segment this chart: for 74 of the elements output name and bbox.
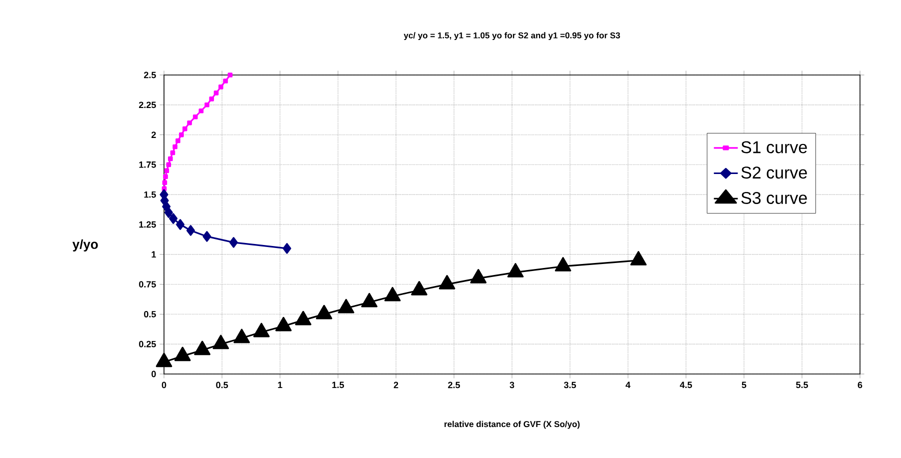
chart-title: yc/ yo = 1.5, y1 = 1.05 yo for S2 and y1 =0.95 yo for S3 — [404, 32, 620, 40]
point — [163, 174, 168, 180]
y-tick-label: 2 — [152, 132, 156, 138]
point — [228, 72, 233, 78]
point — [162, 180, 168, 186]
x-tick-label: 4 — [626, 382, 630, 388]
point — [218, 84, 224, 90]
point — [438, 275, 456, 290]
x-tick-label: 1 — [278, 382, 282, 388]
point — [192, 114, 198, 120]
point — [282, 243, 292, 254]
point — [507, 263, 524, 278]
point — [176, 219, 184, 230]
point — [176, 138, 180, 144]
x-tick-label: 5.5 — [796, 382, 808, 388]
x-tick-label: 3.5 — [564, 382, 576, 388]
y-tick-label: 0.5 — [144, 311, 156, 318]
point — [275, 316, 292, 332]
x-tick-label: 0 — [162, 382, 166, 388]
legend-label: S1 curve — [741, 141, 807, 154]
y-tick-label: 2.5 — [144, 72, 156, 78]
point — [295, 310, 312, 326]
x-tick-label: 3 — [510, 382, 514, 388]
point — [411, 280, 428, 296]
point — [234, 328, 250, 344]
point — [470, 269, 487, 284]
y-tick-label: 0.75 — [139, 281, 156, 288]
point — [204, 102, 210, 108]
x-tick-label: 0.5 — [216, 382, 228, 388]
point — [179, 132, 184, 138]
point — [630, 251, 647, 266]
y-tick-label: 2.25 — [138, 102, 156, 108]
x-axis-title: relative distance of GVF (X So/yo) — [444, 420, 580, 429]
point — [361, 292, 378, 308]
x-tick-label: 2 — [394, 382, 398, 388]
y-tick-label: 0.25 — [139, 340, 156, 348]
point — [186, 225, 195, 236]
point — [166, 162, 172, 168]
point — [194, 340, 210, 356]
point — [168, 156, 173, 162]
legend-label: S2 curve — [741, 166, 807, 179]
point — [554, 257, 572, 272]
point — [164, 168, 170, 174]
point — [174, 346, 191, 362]
point — [253, 322, 270, 338]
point — [214, 90, 219, 96]
y-axis-title: y/yo — [72, 239, 98, 252]
point — [316, 304, 332, 320]
x-tick-label: 2.5 — [448, 382, 460, 388]
x-tick-label: 4.5 — [680, 382, 692, 388]
point — [198, 108, 204, 114]
y-tick-label: 1.25 — [139, 221, 156, 228]
point — [182, 126, 188, 132]
point — [169, 213, 178, 224]
legend-label: S3 curve — [741, 192, 807, 204]
y-tick-label: 1.5 — [144, 191, 156, 198]
x-tick-label: 6 — [858, 382, 862, 388]
point — [223, 78, 228, 84]
point — [164, 207, 173, 218]
point — [172, 144, 178, 150]
y-tick-label: 0 — [152, 370, 156, 378]
point — [170, 150, 176, 156]
point — [209, 96, 214, 102]
x-tick-label: 5 — [742, 382, 746, 388]
x-tick-label: 1.5 — [332, 382, 344, 388]
point — [384, 286, 401, 302]
y-tick-label: 1 — [152, 251, 156, 258]
point — [202, 231, 212, 242]
point — [212, 334, 230, 350]
point — [338, 298, 354, 314]
y-tick-label: 1.75 — [139, 162, 156, 168]
point — [156, 352, 172, 368]
point — [229, 237, 238, 248]
point — [187, 120, 192, 126]
